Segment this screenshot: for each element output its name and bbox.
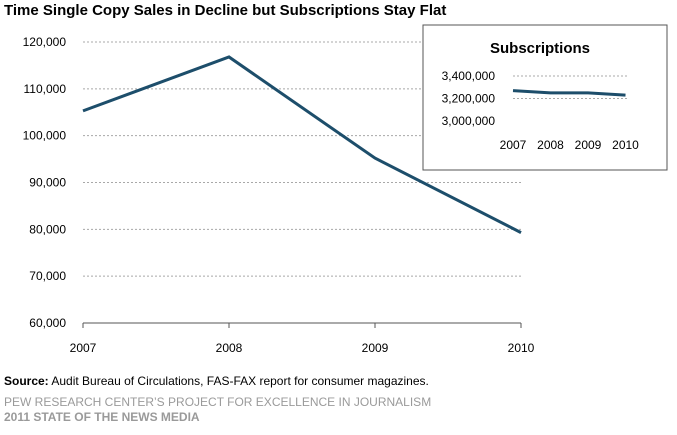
inset-x-tick-label: 2008: [537, 138, 564, 152]
main-x-axis: [82, 322, 522, 328]
org-line-1: PEW RESEARCH CENTER’S PROJECT FOR EXCELL…: [4, 395, 432, 409]
main-y-tick-label: 60,000: [29, 316, 66, 330]
main-y-tick-label: 90,000: [29, 176, 66, 190]
main-y-tick-label: 70,000: [29, 269, 66, 283]
inset-x-tick-label: 2007: [500, 138, 527, 152]
main-x-tick-labels: 2007 2008 2009 2010: [70, 341, 535, 355]
inset-y-tick-label: 3,200,000: [442, 92, 496, 106]
main-y-tick-label: 80,000: [29, 222, 66, 236]
inset-gridlines: [513, 75, 627, 99]
org-credit: PEW RESEARCH CENTER’S PROJECT FOR EXCELL…: [4, 395, 431, 425]
main-series: [82, 55, 522, 234]
inset-x-tick-labels: 2007 2008 2009 2010: [500, 138, 640, 152]
source-label: Source:: [4, 374, 49, 388]
main-x-tick-label: 2008: [216, 341, 243, 355]
inset-y-tick-label: 3,400,000: [442, 69, 496, 83]
main-y-tick-label: 110,000: [24, 82, 67, 96]
source-note: Source: Audit Bureau of Circulations, FA…: [4, 374, 429, 388]
main-x-tick-label: 2007: [70, 341, 97, 355]
main-y-tick-labels: 60,000 70,000 80,000 90,000 100,000 110,000 12…: [23, 35, 67, 330]
inset-title: Subscriptions: [490, 40, 590, 57]
inset-x-tick-label: 2010: [612, 138, 639, 152]
chart-title: Time Single Copy Sales in Decline but Su…: [4, 2, 447, 19]
main-x-tick-label: 2009: [362, 341, 389, 355]
inset-series: [512, 89, 626, 97]
source-text: Audit Bureau of Circulations, FAS-FAX re…: [51, 374, 429, 388]
org-line-2: 2011 STATE OF THE NEWS MEDIA: [4, 410, 200, 424]
main-series-line: [82, 55, 522, 234]
inset-series-line: [512, 89, 626, 97]
main-y-tick-label: 120,000: [23, 35, 67, 49]
main-x-tick-label: 2010: [508, 341, 535, 355]
inset-y-tick-labels: 3,000,000 3,200,000 3,400,000: [442, 69, 496, 128]
inset-box: [422, 24, 668, 171]
inset-y-tick-label: 3,000,000: [442, 114, 496, 128]
main-y-tick-label: 100,000: [23, 129, 67, 143]
inset-x-tick-label: 2009: [575, 138, 602, 152]
chart-svg: 60,000 70,000 80,000 90,000 100,000 110,000 12…: [23, 24, 668, 355]
